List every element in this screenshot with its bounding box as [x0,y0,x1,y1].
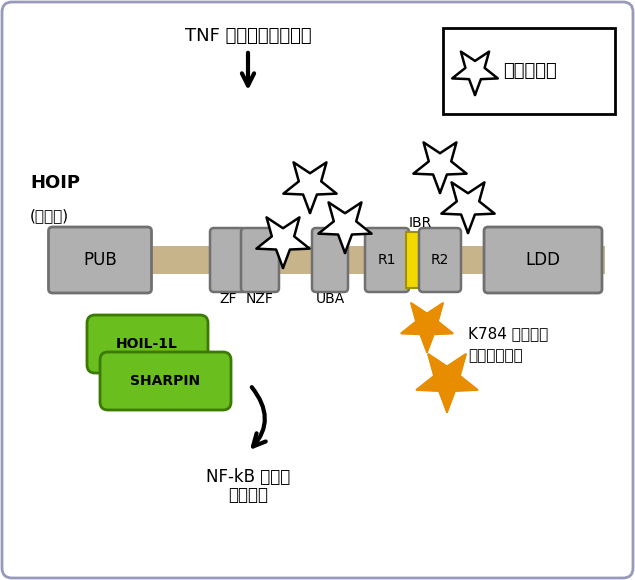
FancyBboxPatch shape [241,228,279,292]
Text: 細胞生存: 細胞生存 [228,486,268,504]
FancyBboxPatch shape [484,227,602,293]
Text: ユビキチン: ユビキチン [503,62,557,80]
Polygon shape [413,142,467,193]
Text: K784 特異的な
ユビキチン化: K784 特異的な ユビキチン化 [468,327,548,364]
FancyBboxPatch shape [100,352,231,410]
FancyBboxPatch shape [419,228,461,292]
Text: TNF サイトカイン刺激: TNF サイトカイン刺激 [185,27,311,45]
FancyBboxPatch shape [312,228,348,292]
Text: PUB: PUB [83,251,117,269]
Text: (野生型): (野生型) [30,208,69,223]
Bar [48,246,605,274]
Text: LDD: LDD [526,251,561,269]
Polygon shape [401,303,453,352]
Polygon shape [283,162,337,213]
Polygon shape [417,354,478,412]
FancyBboxPatch shape [48,227,152,293]
Polygon shape [318,202,371,253]
Polygon shape [257,218,310,268]
Bar [406,232,421,288]
Text: R1: R1 [378,253,396,267]
FancyBboxPatch shape [210,228,246,292]
FancyArrowPatch shape [251,387,265,447]
Polygon shape [441,182,495,233]
Text: IBR: IBR [408,216,432,230]
Text: HOIP: HOIP [30,174,80,192]
Text: HOIL-1L: HOIL-1L [116,337,178,351]
Text: R2: R2 [431,253,449,267]
Text: ZF: ZF [219,292,237,306]
Text: UBA: UBA [316,292,345,306]
FancyBboxPatch shape [365,228,409,292]
FancyBboxPatch shape [87,315,208,373]
FancyBboxPatch shape [443,28,615,114]
Text: NZF: NZF [246,292,274,306]
Text: NF-kB 活性化: NF-kB 活性化 [206,468,290,486]
Polygon shape [452,52,498,95]
Text: SHARPIN: SHARPIN [130,374,200,388]
